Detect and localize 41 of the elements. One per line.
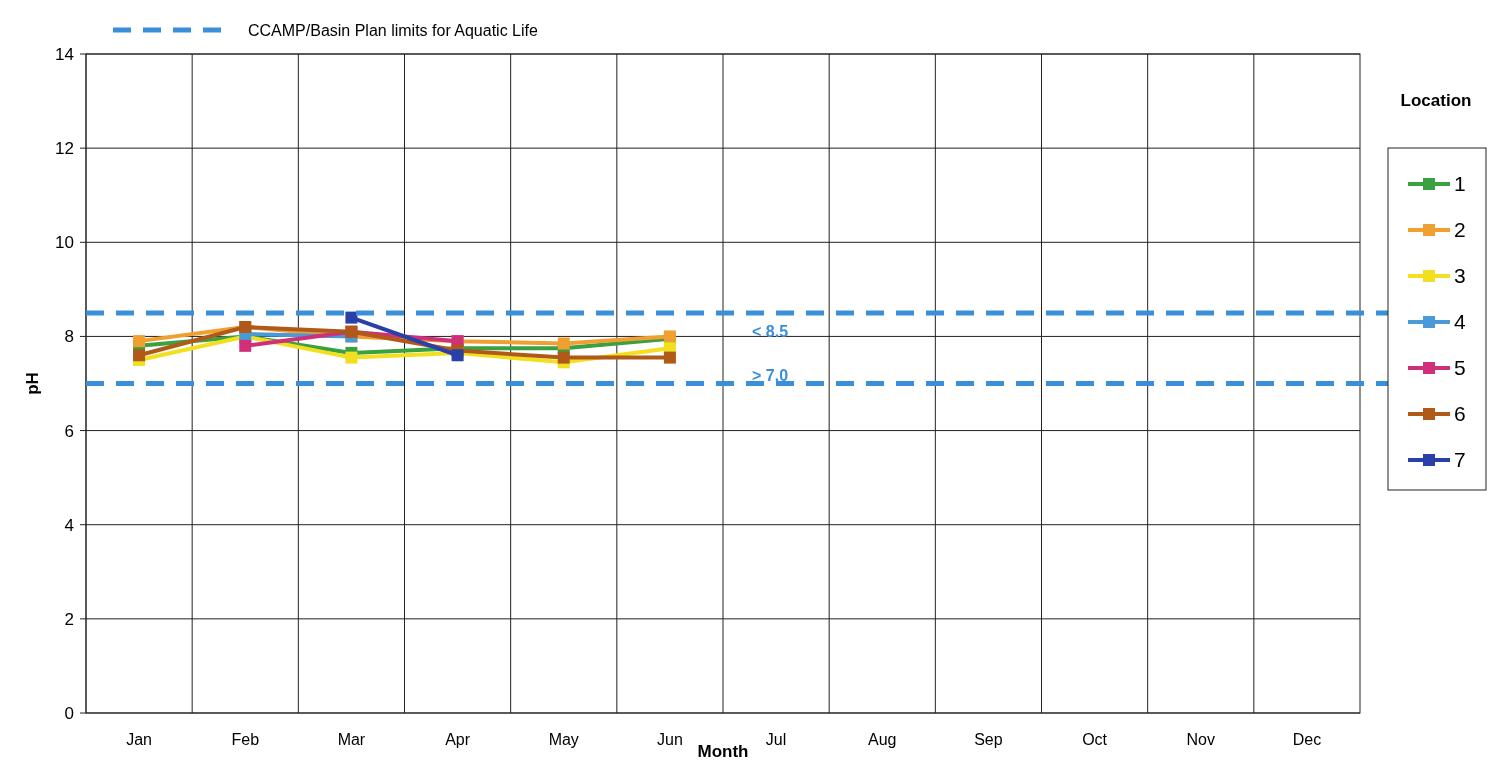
x-tick-label: Feb [231, 731, 260, 748]
x-tick-label: May [548, 731, 579, 748]
legend-label: 5 [1454, 356, 1466, 380]
text: CCAMP/Basin Plan limits for Aquatic Life [248, 21, 538, 39]
point [557, 337, 570, 350]
x-tick-label: Dec [1292, 731, 1322, 748]
x-tick-label: Nov [1186, 731, 1215, 748]
legend-label: 6 [1454, 402, 1466, 426]
x-tick-label: Mar [337, 731, 366, 748]
y-tick-label: 10 [55, 233, 74, 253]
y-tick-label: 2 [64, 609, 74, 629]
x-tick-label: Sep [974, 731, 1003, 748]
point [133, 349, 146, 362]
legend-label: 2 [1454, 218, 1466, 242]
y-tick-label: 12 [55, 139, 74, 159]
y-tick-label: 4 [64, 515, 74, 535]
point [345, 351, 358, 364]
x-tick-label: Jan [126, 731, 152, 748]
y-tick-label: 0 [64, 703, 74, 723]
x-tick-label: Apr [445, 731, 471, 748]
legend-label: 3 [1454, 264, 1466, 288]
y-axis-title: pH [23, 372, 42, 395]
point [345, 311, 358, 324]
legend-title: Location [1400, 91, 1472, 110]
y-tick-label: 14 [55, 44, 74, 64]
x-tick-label: Aug [868, 731, 897, 748]
point [557, 351, 570, 364]
x-tick-label: Jun [657, 731, 683, 748]
x-tick-label: Jul [765, 731, 787, 748]
legend-label: 7 [1454, 448, 1466, 472]
y-tick-label: 6 [64, 421, 74, 441]
point [133, 335, 146, 348]
x-tick-label: Oct [1082, 731, 1108, 748]
legend-label: 1 [1454, 172, 1466, 196]
legend-label: 4 [1454, 310, 1466, 334]
y-tick-label: 8 [64, 327, 74, 347]
x-axis-title: Month [697, 742, 749, 761]
ref-line-label: > 7.0 [752, 366, 789, 384]
point [239, 339, 252, 352]
ref-line-label: < 8.5 [752, 322, 789, 340]
point [663, 351, 676, 364]
